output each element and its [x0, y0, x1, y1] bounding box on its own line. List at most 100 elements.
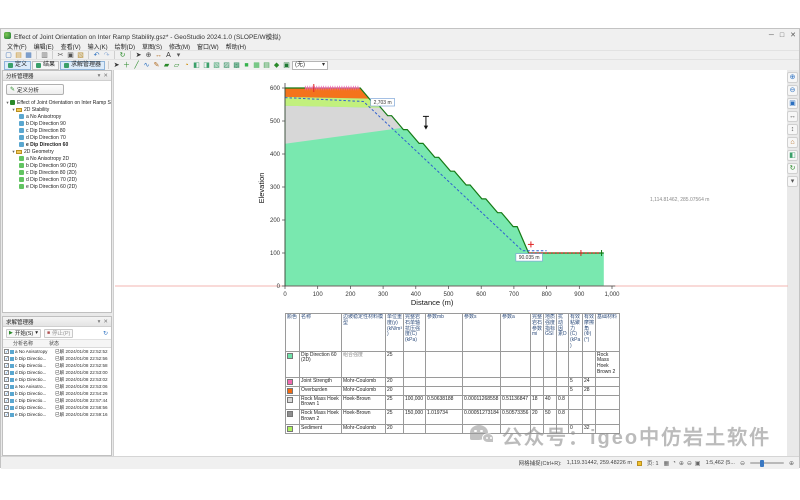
table-region-icon[interactable]: ▦	[253, 61, 260, 69]
tree-expander[interactable]: ▾	[6, 99, 9, 105]
checkbox[interactable]: ✓	[4, 370, 9, 375]
materials-icon[interactable]: ◧	[193, 61, 200, 69]
zoom-in-icon[interactable]: ⊕	[787, 72, 798, 83]
pan-icon[interactable]: ↔	[155, 51, 162, 59]
menu-item[interactable]: 帮助(H)	[225, 44, 247, 51]
toolbar-combobox[interactable]: (无) ▾	[292, 60, 329, 70]
open-file-icon[interactable]: ▤	[15, 51, 22, 59]
solve-row[interactable]: ✓ e Dip Directio... 已解 2024/01/08 22:59:16	[3, 411, 111, 418]
cut-icon[interactable]: ✂	[57, 51, 64, 59]
tree-item[interactable]: d Dip Direction 70 (2D)	[5, 176, 111, 183]
menu-item[interactable]: 窗口(W)	[197, 44, 219, 51]
sketch-pencil-icon[interactable]: ✎	[153, 61, 160, 69]
table-row[interactable]: Joint Strength Mohr-Coulomb 20 5 24	[285, 376, 620, 387]
text-tool-icon[interactable]: A	[166, 51, 171, 59]
tree-group-item[interactable]: ▾ 2D Stability	[5, 106, 111, 113]
angle-icon[interactable]: ◔	[672, 459, 676, 466]
tree-item[interactable]: a No Anisotropy 2D	[5, 155, 111, 162]
solve-row[interactable]: ✓ c Dip Directio... 已解 2024/01/08 22:52:58	[3, 362, 111, 369]
redo-icon[interactable]: ↷	[103, 51, 110, 59]
slip-entry-exit-icon[interactable]: ◔	[184, 61, 189, 69]
refresh-icon[interactable]: ↻	[102, 330, 108, 337]
new-file-icon[interactable]: ▢	[5, 51, 12, 59]
tree-item[interactable]: c Dip Direction 80 (2D)	[5, 169, 111, 176]
table-row[interactable]: Rock Mass Hoek Brown 1 Hoek-Brown 25 100,00…	[285, 394, 620, 410]
tree-item[interactable]: a No Anisotropy	[5, 113, 111, 120]
maximize-button[interactable]: □	[779, 31, 785, 39]
home-view-icon[interactable]: ⌂	[787, 137, 798, 148]
zoom-out-icon[interactable]: ⊖	[787, 85, 798, 96]
boxed-tool-icon[interactable]: ▣	[283, 61, 290, 69]
solve-row[interactable]: ✓ b Dip Directio... 已解 2024/01/08 22:52:56	[3, 355, 111, 362]
start-button[interactable]: ▶ 开始(S) ▾	[6, 328, 41, 338]
tree-item[interactable]: e Dip Direction 60	[5, 141, 111, 148]
pan-horizontal-icon[interactable]: ↔	[787, 111, 798, 122]
minimize-button[interactable]: ─	[768, 31, 774, 39]
solve-row[interactable]: ✓ a No Anisotro... 已解 2024/01/08 22:53:06	[3, 383, 111, 390]
drawing-canvas[interactable]: 0 100 200 300 400 500 600 0 100 200 300 400 500 600 70…	[113, 70, 788, 456]
solve-row[interactable]: ✓ c Dip Directio... 已解 2024/01/08 22:57:44	[3, 397, 111, 404]
menu-item[interactable]: 绘制(D)	[114, 44, 136, 51]
menu-item[interactable]: 修改(M)	[169, 44, 191, 51]
table-row[interactable]: Dip Direction 60 (2D) 组合强度 25 Rock Mass Hoe…	[285, 350, 620, 378]
results-mode-button[interactable]: 结果	[32, 60, 60, 70]
zoom-in-icon[interactable]: ⊕	[788, 460, 794, 467]
checkbox[interactable]: ✓	[4, 377, 9, 382]
zoom-fit-icon[interactable]: ▣	[787, 98, 798, 109]
undo-icon[interactable]: ↶	[93, 51, 100, 59]
define-mode-button[interactable]: 定义	[4, 60, 32, 70]
panel-close-icon[interactable]: ✕	[103, 318, 108, 325]
redraw-icon[interactable]: ↻	[787, 163, 798, 174]
split-view-icon[interactable]: ◧	[787, 150, 798, 161]
panel-pin-icon[interactable]: ▾	[97, 72, 101, 79]
dropdown-icon[interactable]: ▾	[176, 51, 181, 59]
zoom-out-icon[interactable]: ⊖	[739, 460, 745, 467]
tree-expander[interactable]: ▾	[12, 106, 15, 112]
draw-water-table-icon[interactable]: ∿	[143, 61, 150, 69]
tree-item[interactable]: e Dip Direction 60 (2D)	[5, 183, 111, 190]
checkbox[interactable]: ✓	[4, 398, 9, 403]
select-arrow-icon[interactable]: ➤	[135, 51, 142, 59]
tree-group-item[interactable]: ▾ 2D Geometry	[5, 148, 111, 155]
tree-item[interactable]: d Dip Direction 70	[5, 134, 111, 141]
checkbox[interactable]: ✓	[4, 405, 9, 410]
draw-point-icon[interactable]: ＋	[123, 61, 131, 69]
zoom-out-icon[interactable]: ⊖	[686, 460, 692, 467]
solve-row[interactable]: ✓ d Dip Directio... 已解 2024/01/08 22:58:56	[3, 404, 111, 411]
diamond-tool-icon[interactable]: ◆	[273, 61, 280, 69]
stop-button[interactable]: ■ 停止(P)	[43, 328, 74, 338]
snap-status-label[interactable]: 网格捕捉(Ctrl+R):	[518, 461, 562, 467]
table-row[interactable]: Sediment Mohr-Coulomb 20 0 32	[285, 423, 620, 434]
solve-manager-toggle-button[interactable]: 求解管理器	[60, 60, 106, 70]
draw-select-icon[interactable]: ➤	[113, 61, 120, 69]
zoom-in-icon[interactable]: ⊕	[145, 51, 152, 59]
sheet-icon[interactable]: ▣	[694, 460, 701, 467]
refresh-icon[interactable]: ↻	[119, 51, 126, 59]
menu-item[interactable]: 草图(S)	[142, 44, 163, 51]
menu-item[interactable]: 查看(V)	[60, 44, 81, 51]
draw-line-icon[interactable]: ╱	[134, 61, 139, 69]
hatch-region-icon[interactable]: ▧	[213, 61, 220, 69]
checkbox[interactable]: ✓	[4, 356, 9, 361]
zoom-slider-thumb[interactable]	[759, 459, 764, 467]
draw-region-icon[interactable]: ▰	[163, 61, 170, 69]
tree-item[interactable]: b Dip Direction 90 (2D)	[5, 162, 111, 169]
tree-root-item[interactable]: ▾ Effect of Joint Orientation on Inter Ra…	[5, 99, 111, 106]
solve-row[interactable]: ✓ a No Anisotropy 已解 2024/01/08 22:52:52	[3, 348, 111, 355]
close-button[interactable]: ✕	[790, 31, 796, 39]
copy-icon[interactable]: ▣	[67, 51, 74, 59]
panel-close-icon[interactable]: ✕	[103, 72, 108, 79]
checkbox[interactable]: ✓	[4, 391, 9, 396]
tree-item[interactable]: b Dip Direction 90	[5, 120, 111, 127]
pan-vertical-icon[interactable]: ↕	[787, 124, 798, 135]
checkbox[interactable]: ✓	[4, 384, 9, 389]
menu-item[interactable]: 文件(F)	[7, 44, 27, 51]
checkbox[interactable]: ✓	[4, 363, 9, 368]
tree-expander[interactable]: ▾	[12, 148, 15, 154]
menu-item[interactable]: 输入(K)	[87, 44, 108, 51]
paste-icon[interactable]: ▧	[77, 51, 84, 59]
checkbox[interactable]: ✓	[4, 412, 9, 417]
more-icon[interactable]: ▾	[787, 176, 798, 187]
zoom-slider[interactable]	[749, 459, 784, 467]
grid-icon[interactable]: ▦	[663, 460, 670, 467]
